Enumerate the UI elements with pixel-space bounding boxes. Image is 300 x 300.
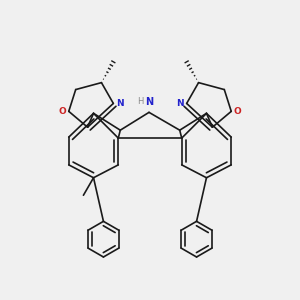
Text: O: O	[234, 107, 242, 116]
Text: N: N	[176, 99, 184, 108]
Text: O: O	[58, 107, 66, 116]
Text: H: H	[137, 98, 144, 106]
Text: N: N	[145, 97, 153, 107]
Text: N: N	[116, 99, 124, 108]
